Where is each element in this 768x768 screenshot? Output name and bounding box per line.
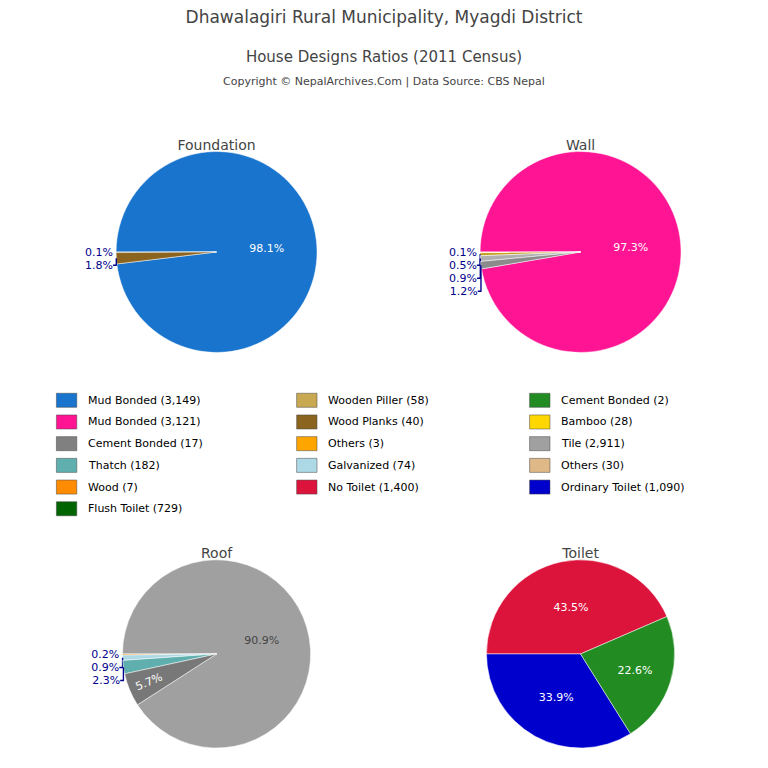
svg-text:Mud Bonded (3,121): Mud Bonded (3,121) (88, 415, 201, 428)
svg-text:Bamboo (28): Bamboo (28) (561, 415, 633, 428)
svg-text:Others (30): Others (30) (561, 459, 624, 472)
svg-text:Ordinary Toilet (1,090): Ordinary Toilet (1,090) (561, 481, 685, 494)
svg-text:House Designs Ratios (2011 Cen: House Designs Ratios (2011 Census) (246, 48, 522, 66)
svg-text:Tile (2,911): Tile (2,911) (561, 437, 625, 450)
svg-text:Wood Planks (40): Wood Planks (40) (328, 415, 424, 428)
svg-text:2.3%: 2.3% (92, 674, 120, 687)
svg-text:Flush Toilet (729): Flush Toilet (729) (88, 502, 182, 515)
svg-text:Galvanized (74): Galvanized (74) (328, 459, 415, 472)
svg-text:Dhawalagiri Rural Municipality: Dhawalagiri Rural Municipality, Myagdi D… (186, 7, 583, 27)
svg-text:0.9%: 0.9% (91, 661, 119, 674)
svg-text:Wood (7): Wood (7) (88, 481, 138, 494)
svg-text:0.9%: 0.9% (449, 272, 477, 285)
svg-text:1.8%: 1.8% (85, 259, 113, 272)
svg-text:97.3%: 97.3% (613, 241, 648, 254)
svg-text:90.9%: 90.9% (244, 634, 279, 647)
svg-text:Roof: Roof (201, 545, 233, 561)
svg-text:0.5%: 0.5% (449, 259, 477, 272)
svg-text:0.1%: 0.1% (449, 246, 477, 259)
svg-text:Wall: Wall (566, 137, 595, 153)
svg-text:Thatch (182): Thatch (182) (88, 459, 160, 472)
svg-text:43.5%: 43.5% (553, 601, 588, 614)
svg-text:No Toilet (1,400): No Toilet (1,400) (328, 481, 419, 494)
svg-text:Foundation: Foundation (177, 137, 255, 153)
svg-text:Cement Bonded (17): Cement Bonded (17) (88, 437, 203, 450)
svg-text:Toilet: Toilet (561, 545, 599, 561)
svg-text:Wooden Piller (58): Wooden Piller (58) (328, 394, 429, 407)
svg-text:1.2%: 1.2% (450, 285, 478, 298)
svg-text:0.2%: 0.2% (91, 648, 119, 661)
svg-text:33.9%: 33.9% (539, 691, 574, 704)
svg-text:0.1%: 0.1% (85, 246, 113, 259)
svg-text:98.1%: 98.1% (249, 242, 284, 255)
svg-text:Cement Bonded (2): Cement Bonded (2) (561, 394, 669, 407)
svg-text:22.6%: 22.6% (617, 664, 652, 677)
svg-text:5.7%: 5.7% (134, 671, 165, 694)
svg-text:Copyright © NepalArchives.Com: Copyright © NepalArchives.Com | Data Sou… (223, 75, 545, 88)
svg-text:Others (3): Others (3) (328, 437, 384, 450)
svg-text:Mud Bonded (3,149): Mud Bonded (3,149) (88, 394, 201, 407)
